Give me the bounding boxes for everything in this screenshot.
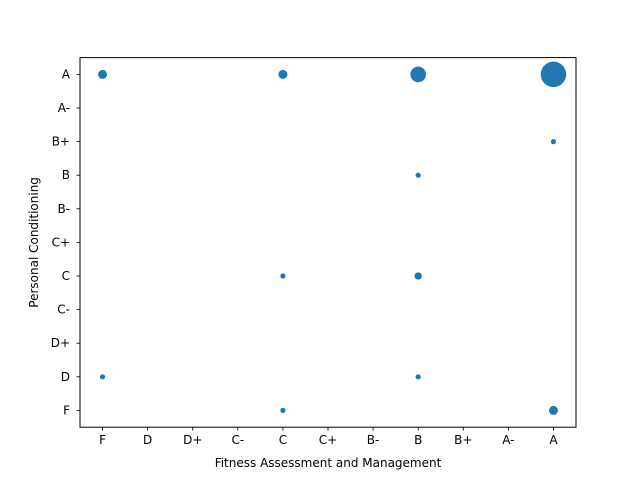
y-tick-label: B+ (52, 135, 70, 149)
scatter-point (550, 139, 557, 145)
scatter-point (278, 69, 288, 79)
y-tick-label: A- (58, 101, 70, 115)
y-tick-label: B (62, 168, 70, 182)
y-tick-label: F (63, 403, 70, 417)
x-tick-label: A (549, 433, 558, 447)
scatter-point (540, 61, 567, 88)
scatter-point (98, 69, 108, 79)
x-tick-label: C- (231, 433, 244, 447)
x-tick-label: B+ (454, 433, 472, 447)
scatter-point (415, 172, 421, 178)
scatter-point (414, 272, 422, 280)
x-axis-label: Fitness Assessment and Management (215, 456, 442, 470)
x-tick-label: A- (502, 433, 514, 447)
x-tick-label: C (279, 433, 287, 447)
y-axis-label: Personal Conditioning (27, 177, 41, 308)
x-tick-label: B- (367, 433, 380, 447)
y-tick-label: A (62, 67, 71, 81)
scatter-point (548, 405, 558, 415)
scatter-point (280, 407, 286, 413)
x-tick-label: D (143, 433, 152, 447)
y-axis-ticks: F D D+ C- C C+ B- B B+ A- A (51, 67, 80, 417)
y-tick-label: C- (57, 303, 70, 317)
y-tick-label: C+ (52, 235, 70, 249)
scatter-point (415, 374, 421, 380)
y-tick-label: D+ (51, 336, 70, 350)
x-tick-label: B (414, 433, 422, 447)
scatter-point (99, 374, 106, 380)
scatter-point (280, 273, 286, 279)
y-tick-label: D (61, 370, 70, 384)
x-axis-ticks: F D D+ C- C C+ B- B B+ A- A (99, 427, 558, 447)
y-tick-label: C (62, 269, 70, 283)
data-points (98, 61, 567, 415)
x-tick-label: F (99, 433, 106, 447)
x-tick-label: C+ (319, 433, 337, 447)
y-tick-label: B- (57, 202, 70, 216)
scatter-point (410, 66, 426, 83)
x-tick-label: D+ (183, 433, 202, 447)
